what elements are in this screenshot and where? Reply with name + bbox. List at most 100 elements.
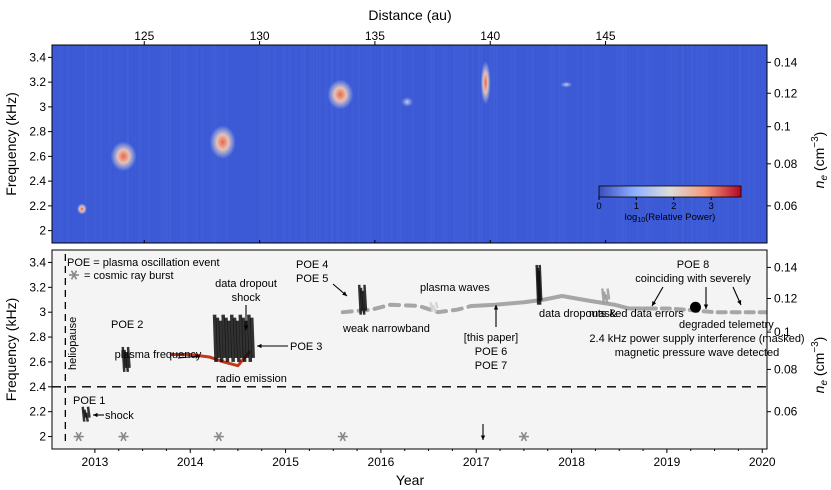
noise-stripe xyxy=(571,45,573,243)
shock-label-2: POE 3 xyxy=(290,341,322,353)
bottom-y-tick-label: 3.4 xyxy=(29,255,46,269)
top-right-tick-label: 0.14 xyxy=(774,55,798,69)
noise-stripe xyxy=(439,45,441,243)
noise-stripe xyxy=(361,45,363,243)
series-line-narrowband-waves xyxy=(469,294,650,311)
noise-stripe xyxy=(418,45,420,243)
bottom-plot-frame xyxy=(51,249,768,450)
noise-stripe xyxy=(412,45,414,243)
noise-stripe xyxy=(367,45,369,243)
noise-stripe xyxy=(259,45,261,243)
poe-event-stroke xyxy=(363,284,368,311)
spectrogram-panel: Distance (au)125 130 135 140 14522.22.42.62.… xyxy=(3,7,798,244)
poe8-marker xyxy=(690,301,701,313)
radio-emission-label-2: POE 5 xyxy=(296,273,328,285)
noise-stripe xyxy=(586,45,588,243)
top-y-tick-label: 2 xyxy=(39,224,46,238)
bottom-y-tick-label: 3.2 xyxy=(29,280,46,294)
noise-stripe xyxy=(751,45,753,243)
noise-stripe xyxy=(697,45,699,243)
noise-stripe xyxy=(694,45,696,243)
poe-event-stroke xyxy=(606,288,611,300)
poe-event-stroke xyxy=(357,284,362,315)
noise-stripe xyxy=(520,45,522,243)
cosmic-ray-burst-icon xyxy=(118,431,129,442)
noise-stripe xyxy=(475,45,477,243)
noise-stripe xyxy=(553,45,555,243)
bottom-right-tick-label: 0.08 xyxy=(774,362,798,376)
radio-emission-label-1: POE 4 xyxy=(296,259,328,271)
noise-stripe xyxy=(568,45,570,243)
noise-stripe xyxy=(157,45,159,243)
poe4-label: weak narrowband xyxy=(342,323,430,335)
noise-stripe xyxy=(331,45,333,243)
poe5-label: plasma waves xyxy=(420,282,490,294)
noise-stripe xyxy=(736,45,738,243)
annotation-arrow-head xyxy=(195,354,200,359)
top-y-tick-label: 3.2 xyxy=(29,75,46,89)
noise-stripe xyxy=(700,45,702,243)
noise-stripe xyxy=(100,45,102,243)
shock-label-1: shock xyxy=(105,410,134,422)
plasma-frequency-label: plasma frequency xyxy=(115,349,202,361)
noise-stripe xyxy=(55,45,57,243)
poe-event-stroke xyxy=(433,307,437,313)
noise-stripe xyxy=(448,45,450,243)
annotation-arrow-head xyxy=(257,343,262,349)
noise-stripe xyxy=(115,45,117,243)
bottom-x-tick-label: 2018 xyxy=(558,455,585,469)
noise-stripe xyxy=(394,45,396,243)
spectrogram-event xyxy=(209,125,236,159)
noise-stripe xyxy=(562,45,564,243)
noise-stripe xyxy=(295,45,297,243)
noise-stripe xyxy=(490,45,492,243)
annotation-arrow-head xyxy=(737,300,742,305)
bottom-x-tick-label: 2014 xyxy=(177,455,204,469)
noise-stripe xyxy=(130,45,132,243)
noise-stripe xyxy=(721,45,723,243)
top-y-tick-label: 3.4 xyxy=(29,50,46,64)
bottom-x-axis-label: Year xyxy=(396,472,425,488)
noise-stripe xyxy=(382,45,384,243)
bottom-y-tick-label: 2.6 xyxy=(29,355,46,369)
noise-stripe xyxy=(484,45,486,243)
noise-stripe xyxy=(502,45,504,243)
noise-stripe xyxy=(133,45,135,243)
noise-stripe xyxy=(181,45,183,243)
star-stroke xyxy=(75,431,82,442)
poe-event-stroke xyxy=(247,314,253,362)
noise-stripe xyxy=(655,45,657,243)
noise-stripe xyxy=(478,45,480,243)
poe-event-stroke xyxy=(538,264,543,301)
top-right-tick-label: 0.06 xyxy=(774,199,798,213)
poe-event-7 xyxy=(601,288,611,304)
data-dropout-label-2: shock xyxy=(232,292,261,304)
noise-stripe xyxy=(628,45,630,243)
noise-stripe xyxy=(421,45,423,243)
noise-stripe xyxy=(265,45,267,243)
poe-event-stroke xyxy=(604,294,609,304)
legend-entry-poe: POE = plasma oscillation event xyxy=(67,257,220,269)
noise-stripe xyxy=(175,45,177,243)
noise-stripe xyxy=(436,45,438,243)
noise-stripe xyxy=(61,45,63,243)
noise-stripe xyxy=(208,45,210,243)
noise-stripe xyxy=(541,45,543,243)
noise-stripe xyxy=(424,45,426,243)
annotation-arrow-head xyxy=(652,301,657,306)
noise-stripe xyxy=(298,45,300,243)
telemetry-label-2: magnetic pressure wave detected xyxy=(615,347,779,359)
annotation-arrow-head xyxy=(243,325,249,330)
poe-event-stroke xyxy=(125,352,130,372)
noise-stripe xyxy=(493,45,495,243)
noise-stripe xyxy=(559,45,561,243)
poe-event-1 xyxy=(81,406,91,422)
noise-stripe xyxy=(91,45,93,243)
noise-stripe xyxy=(691,45,693,243)
noise-stripe xyxy=(328,45,330,243)
top-x-tick-label: 130 xyxy=(250,29,270,43)
noise-stripe xyxy=(136,45,138,243)
noise-stripe xyxy=(517,45,519,243)
cosmic-ray-burst-icon xyxy=(73,431,84,442)
